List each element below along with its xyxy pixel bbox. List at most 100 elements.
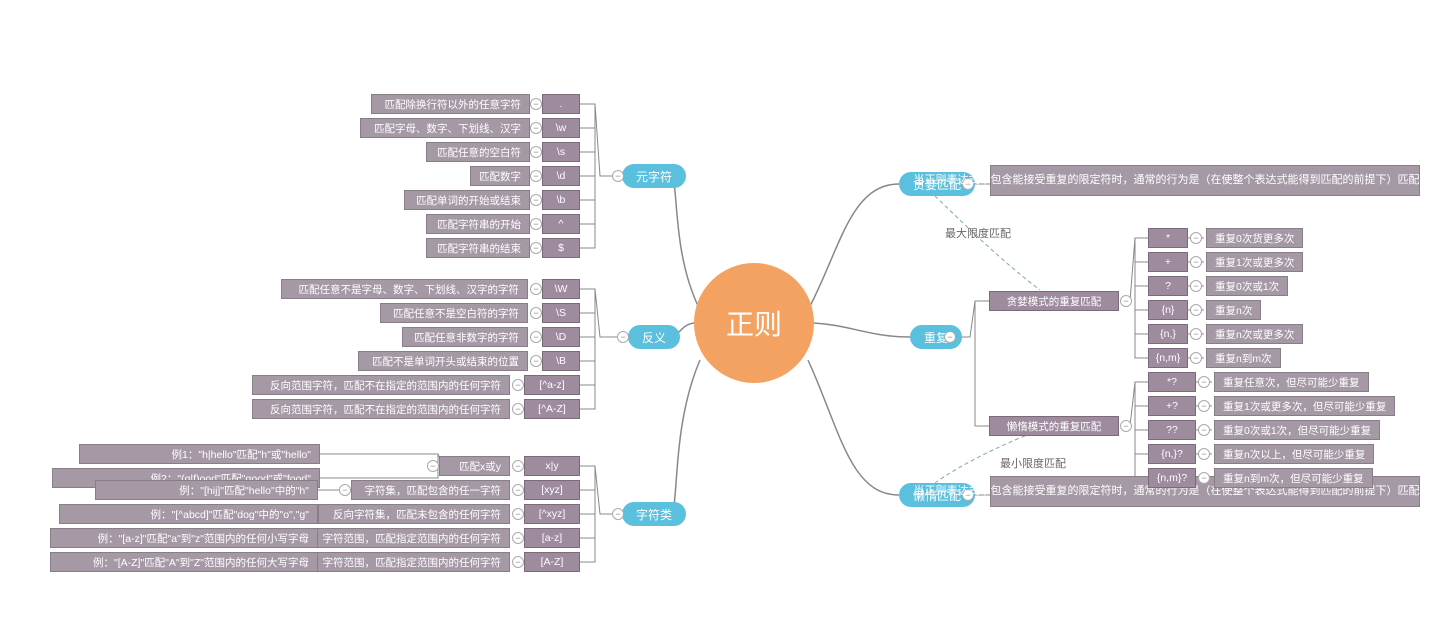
anti-sym[interactable]: \D: [542, 327, 580, 347]
collapse-icon[interactable]: −: [1198, 400, 1210, 412]
cc-mid: 匹配x或y: [439, 456, 510, 476]
collapse-icon[interactable]: −: [1198, 472, 1210, 484]
collapse-icon[interactable]: −: [617, 331, 629, 343]
lazy-desc-item: 重复n到m次，但尽可能少重复: [1214, 468, 1373, 488]
cc-mid: 字符范围，匹配指定范围内的任何字符: [307, 528, 510, 548]
cc-mid: 字符集，匹配包含的任一字符: [351, 480, 510, 500]
greedy-sym[interactable]: {n}: [1148, 300, 1188, 320]
collapse-icon[interactable]: −: [427, 460, 439, 472]
greedy-sym[interactable]: +: [1148, 252, 1188, 272]
collapse-icon[interactable]: −: [1190, 280, 1202, 292]
meta-sym[interactable]: \w: [542, 118, 580, 138]
meta-sym[interactable]: ^: [542, 214, 580, 234]
lazy-desc-item: 重复n次以上，但尽可能少重复: [1214, 444, 1374, 464]
anti-desc: 匹配任意非数字的字符: [402, 327, 528, 347]
branch-anti[interactable]: 反义: [628, 325, 680, 349]
anti-sym[interactable]: \W: [542, 279, 580, 299]
collapse-icon[interactable]: −: [1120, 295, 1132, 307]
collapse-icon[interactable]: −: [1190, 352, 1202, 364]
greedy-sym[interactable]: {n,m}: [1148, 348, 1188, 368]
greedy-desc-item: 重复1次或更多次: [1206, 252, 1303, 272]
collapse-icon[interactable]: −: [530, 307, 542, 319]
collapse-icon[interactable]: −: [612, 508, 624, 520]
collapse-icon[interactable]: −: [512, 532, 524, 544]
annot-max: 最大限度匹配: [945, 225, 1011, 241]
collapse-icon[interactable]: −: [530, 194, 542, 206]
collapse-icon[interactable]: −: [1198, 448, 1210, 460]
branch-charclass[interactable]: 字符类: [622, 502, 686, 526]
greedy-desc: 当正则表达式中包含能接受重复的限定符时，通常的行为是（在使整个表达式能得到匹配的…: [990, 165, 1420, 196]
lazy-sym[interactable]: {n,m}?: [1148, 468, 1196, 488]
meta-desc: 匹配任意的空白符: [426, 142, 530, 162]
collapse-icon[interactable]: −: [512, 460, 524, 472]
center-node[interactable]: 正则: [694, 263, 814, 383]
collapse-icon[interactable]: −: [512, 379, 524, 391]
anti-desc: 反向范围字符，匹配不在指定的范围内的任何字符: [252, 399, 510, 419]
cc-example: 例："[A-Z]"匹配"A"到"Z"范围内的任何大写字母: [50, 552, 318, 572]
greedy-desc-item: 重复n到m次: [1206, 348, 1281, 368]
collapse-icon[interactable]: −: [530, 146, 542, 158]
lazy-sym[interactable]: ??: [1148, 420, 1196, 440]
cc-sym[interactable]: [a-z]: [524, 528, 580, 548]
collapse-icon[interactable]: −: [1190, 232, 1202, 244]
collapse-icon[interactable]: −: [1190, 304, 1202, 316]
collapse-icon[interactable]: −: [1198, 376, 1210, 388]
meta-desc: 匹配字符串的开始: [426, 214, 530, 234]
greedy-desc-item: 重复n次: [1206, 300, 1261, 320]
collapse-icon[interactable]: −: [530, 355, 542, 367]
cc-sym[interactable]: [A-Z]: [524, 552, 580, 572]
branch-meta[interactable]: 元字符: [622, 164, 686, 188]
anti-sym[interactable]: [^A-Z]: [524, 399, 580, 419]
anti-sym[interactable]: [^a-z]: [524, 375, 580, 395]
repeat-greedy-group[interactable]: 贪婪模式的重复匹配: [989, 291, 1119, 311]
collapse-icon[interactable]: −: [530, 122, 542, 134]
collapse-icon[interactable]: −: [1190, 328, 1202, 340]
collapse-icon[interactable]: −: [530, 331, 542, 343]
greedy-desc-item: 重复0次或1次: [1206, 276, 1288, 296]
collapse-icon[interactable]: −: [1190, 256, 1202, 268]
repeat-lazy-group[interactable]: 懒惰模式的重复匹配: [989, 416, 1119, 436]
anti-sym[interactable]: \B: [542, 351, 580, 371]
lazy-sym[interactable]: +?: [1148, 396, 1196, 416]
anti-desc: 匹配任意不是字母、数字、下划线、汉字的字符: [281, 279, 528, 299]
greedy-desc-item: 重复0次货更多次: [1206, 228, 1303, 248]
collapse-icon[interactable]: −: [512, 484, 524, 496]
meta-sym[interactable]: \b: [542, 190, 580, 210]
collapse-icon[interactable]: −: [339, 484, 351, 496]
lazy-sym[interactable]: {n,}?: [1148, 444, 1196, 464]
meta-sym[interactable]: \s: [542, 142, 580, 162]
cc-sym[interactable]: x|y: [524, 456, 580, 476]
collapse-icon[interactable]: −: [512, 556, 524, 568]
meta-desc: 匹配除换行符以外的任意字符: [371, 94, 530, 114]
cc-example: 例："[^abcd]"匹配"dog"中的"o","g": [59, 504, 318, 524]
cc-mid: 反向字符集，匹配未包含的任何字符: [318, 504, 510, 524]
collapse-icon[interactable]: −: [530, 218, 542, 230]
annot-min: 最小限度匹配: [1000, 455, 1066, 471]
anti-sym[interactable]: \S: [542, 303, 580, 323]
cc-example: 例1："h|hello"匹配"h"或"hello": [79, 444, 320, 464]
collapse-icon[interactable]: −: [612, 170, 624, 182]
collapse-icon[interactable]: −: [512, 508, 524, 520]
meta-sym[interactable]: .: [542, 94, 580, 114]
collapse-icon[interactable]: −: [1120, 420, 1132, 432]
greedy-sym[interactable]: *: [1148, 228, 1188, 248]
meta-sym[interactable]: \d: [542, 166, 580, 186]
collapse-icon[interactable]: −: [530, 283, 542, 295]
collapse-icon[interactable]: −: [512, 403, 524, 415]
collapse-icon[interactable]: −: [1198, 424, 1210, 436]
greedy-sym[interactable]: {n,}: [1148, 324, 1188, 344]
anti-desc: 反向范围字符，匹配不在指定的范围内的任何字符: [252, 375, 510, 395]
collapse-icon[interactable]: −: [530, 242, 542, 254]
greedy-sym[interactable]: ?: [1148, 276, 1188, 296]
meta-desc: 匹配数字: [470, 166, 530, 186]
anti-desc: 匹配任意不是空白符的字符: [380, 303, 528, 323]
meta-sym[interactable]: $: [542, 238, 580, 258]
lazy-sym[interactable]: *?: [1148, 372, 1196, 392]
cc-sym[interactable]: [^xyz]: [524, 504, 580, 524]
meta-desc: 匹配字母、数字、下划线、汉字: [360, 118, 530, 138]
collapse-icon[interactable]: −: [944, 331, 956, 343]
collapse-icon[interactable]: −: [530, 98, 542, 110]
meta-desc: 匹配字符串的结束: [426, 238, 530, 258]
cc-sym[interactable]: [xyz]: [524, 480, 580, 500]
collapse-icon[interactable]: −: [530, 170, 542, 182]
